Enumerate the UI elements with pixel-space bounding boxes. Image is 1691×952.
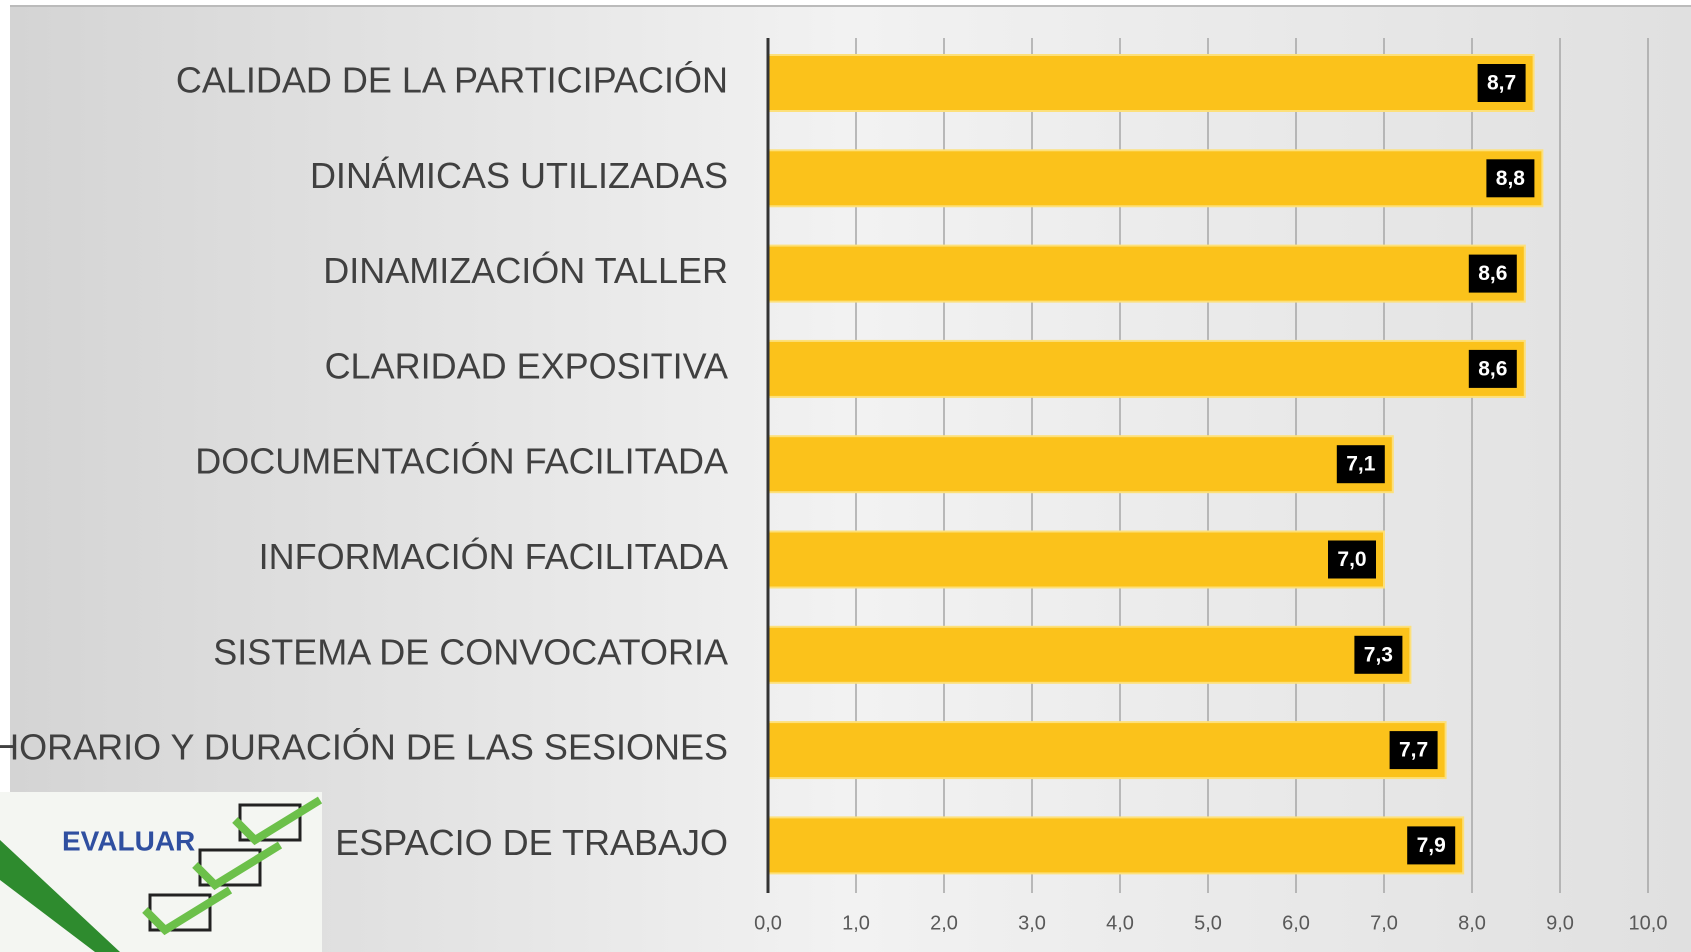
value-label: 8,6 xyxy=(1478,357,1507,380)
category-label: DINÁMICAS UTILIZADAS xyxy=(310,155,728,196)
bar xyxy=(768,627,1410,683)
bar xyxy=(768,246,1525,302)
value-label: 8,7 xyxy=(1487,72,1516,95)
bar xyxy=(768,532,1384,588)
value-label: 8,8 xyxy=(1496,167,1526,190)
logo: EVALUAR xyxy=(0,792,322,952)
value-label: 7,3 xyxy=(1364,643,1393,666)
category-label: DOCUMENTACIÓN FACILITADA xyxy=(195,441,728,482)
bar xyxy=(768,55,1534,111)
bar xyxy=(768,150,1542,206)
x-tick-label: 5,0 xyxy=(1194,912,1222,934)
x-tick-label: 10,0 xyxy=(1629,912,1668,934)
x-tick-label: 3,0 xyxy=(1018,912,1046,934)
category-label: HORARIO Y DURACIÓN DE LAS SESIONES xyxy=(0,727,728,768)
x-tick-label: 6,0 xyxy=(1282,912,1310,934)
value-label: 8,6 xyxy=(1478,262,1507,285)
bar xyxy=(768,341,1525,397)
logo-text: EVALUAR xyxy=(62,825,195,856)
category-label: INFORMACIÓN FACILITADA xyxy=(259,536,728,577)
value-label: 7,7 xyxy=(1399,739,1428,762)
x-tick-label: 7,0 xyxy=(1370,912,1398,934)
x-tick-label: 2,0 xyxy=(930,912,958,934)
bar xyxy=(768,817,1463,873)
bar xyxy=(768,722,1446,778)
value-label: 7,1 xyxy=(1346,453,1376,476)
x-tick-label: 8,0 xyxy=(1458,912,1486,934)
category-label: SISTEMA DE CONVOCATORIA xyxy=(213,631,728,672)
x-tick-label: 4,0 xyxy=(1106,912,1134,934)
category-label: CLARIDAD EXPOSITIVA xyxy=(325,345,728,386)
category-label: ESPACIO DE TRABAJO xyxy=(335,822,728,863)
x-tick-label: 9,0 xyxy=(1546,912,1574,934)
value-label: 7,9 xyxy=(1417,834,1446,857)
value-label: 7,0 xyxy=(1337,548,1366,571)
bar xyxy=(768,436,1393,492)
category-label: CALIDAD DE LA PARTICIPACIÓN xyxy=(176,60,728,101)
category-label: DINAMIZACIÓN TALLER xyxy=(323,250,728,291)
x-tick-label: 0,0 xyxy=(754,912,782,934)
chart: 0,0 1,0 2,0 3,0 4,0 5,0 6,0 7,0 8,0 9,0 10,0 CALIDA… xyxy=(0,0,1691,952)
x-tick-label: 1,0 xyxy=(842,912,870,934)
